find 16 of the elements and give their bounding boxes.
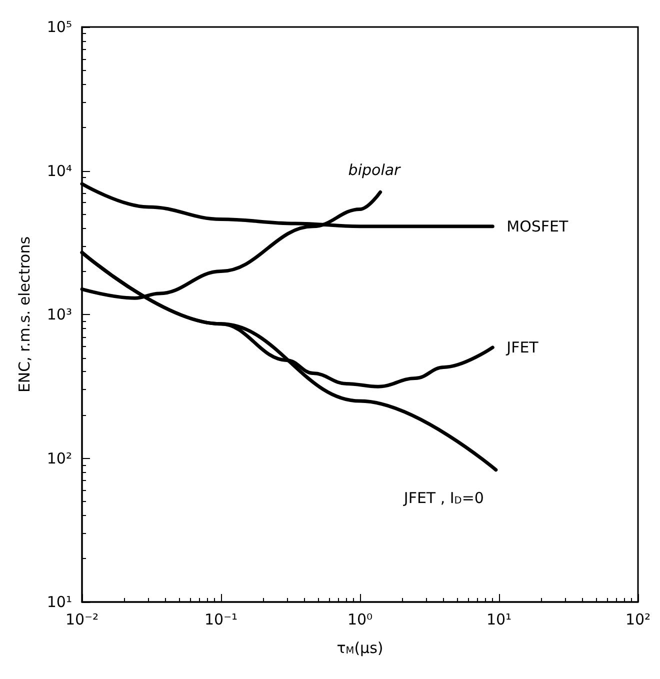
y-tick-label: 10⁴: [46, 162, 72, 180]
y-tick-label: 10³: [46, 306, 72, 324]
y-tick-label: 10¹: [46, 593, 72, 611]
series-label: bipolar: [348, 161, 402, 180]
y-axis-title: ENC, r.m.s. electrons: [16, 236, 34, 393]
x-tick-label: 10⁻¹: [204, 610, 238, 628]
x-tick-label: 10¹: [486, 610, 512, 628]
x-tick-label: 10⁰: [347, 610, 373, 628]
series-label: JFET: [506, 338, 540, 356]
x-tick-label: 10²: [625, 610, 651, 628]
y-tick-label: 10⁵: [46, 18, 72, 36]
x-axis-title: τM(μs): [336, 639, 384, 657]
y-tick-label: 10²: [46, 449, 72, 468]
x-tick-label: 10⁻²: [65, 610, 99, 628]
series-label: JFET , ID=0: [402, 488, 484, 507]
series-label: MOSFET: [506, 217, 570, 236]
